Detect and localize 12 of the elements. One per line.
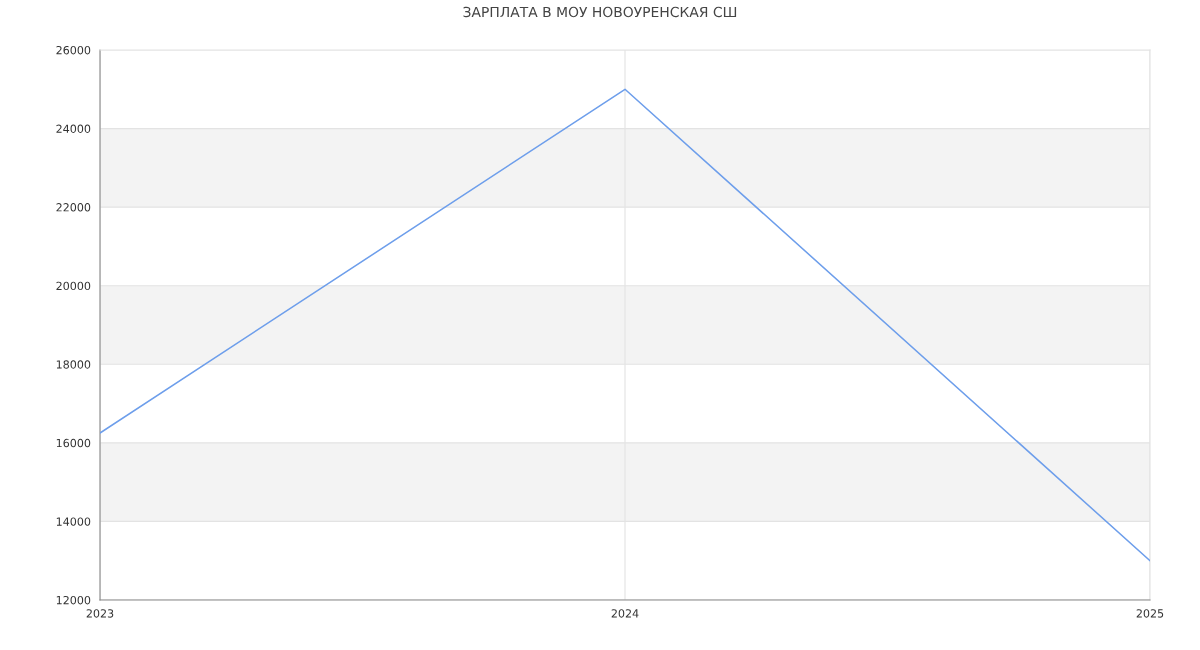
x-tick-label: 2024 (611, 609, 639, 618)
y-tick-label: 22000 (56, 203, 91, 212)
y-tick-label: 14000 (56, 517, 91, 526)
chart-title: ЗАРПЛАТА В МОУ НОВОУРЕНСКАЯ СШ (463, 6, 737, 18)
y-tick-label: 20000 (56, 281, 91, 291)
y-tick-label: 18000 (56, 360, 91, 369)
x-tick-label: 2023 (86, 609, 114, 618)
x-tick-label: 2025 (1136, 609, 1164, 618)
y-tick-label: 16000 (56, 438, 91, 448)
y-tick-label: 12000 (56, 595, 91, 605)
y-tick-label: 24000 (56, 124, 91, 133)
y-tick-label: 26000 (56, 45, 91, 55)
